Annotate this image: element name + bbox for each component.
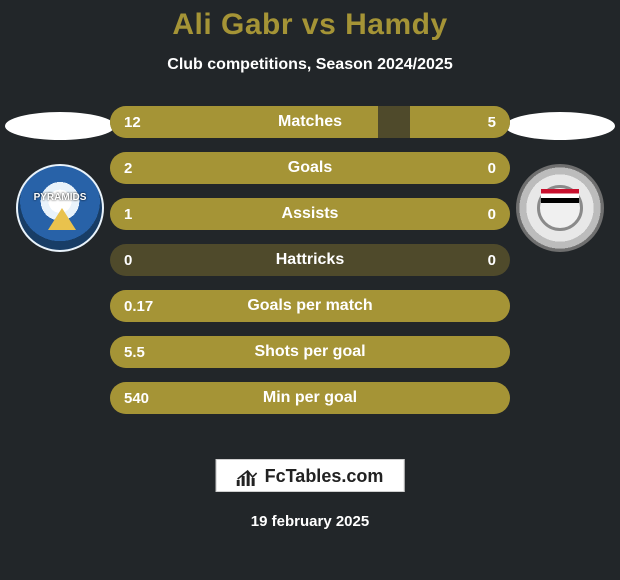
brand-chart-icon: [237, 468, 259, 486]
pyramids-badge-icon: [16, 164, 104, 252]
value-left: 0: [124, 244, 132, 276]
team-right: [500, 106, 620, 252]
bar-left: [110, 198, 510, 230]
stat-row: 10Assists: [110, 198, 510, 230]
value-right: 0: [488, 244, 496, 276]
page-title: Ali Gabr vs Hamdy: [0, 0, 620, 42]
bar-left: [110, 336, 510, 368]
stat-row: 125Matches: [110, 106, 510, 138]
footer-date: 19 february 2025: [0, 513, 620, 530]
stat-row: 5.5Shots per goal: [110, 336, 510, 368]
stat-row: 00Hattricks: [110, 244, 510, 276]
value-right: 0: [488, 198, 496, 230]
value-left: 0.17: [124, 290, 153, 322]
stat-bars: 125Matches20Goals10Assists00Hattricks0.1…: [110, 106, 510, 428]
value-left: 12: [124, 106, 141, 138]
value-left: 540: [124, 382, 149, 414]
stat-row: 540Min per goal: [110, 382, 510, 414]
value-right: 5: [488, 106, 496, 138]
plate-shadow-left: [5, 112, 115, 140]
team-left: [0, 106, 120, 252]
value-right: 0: [488, 152, 496, 184]
egypt-army-badge-icon: [516, 164, 604, 252]
bar-left: [110, 382, 510, 414]
brand-badge: FcTables.com: [216, 459, 405, 492]
bar-left: [110, 106, 378, 138]
bar-track: [110, 244, 510, 276]
comparison-body: 125Matches20Goals10Assists00Hattricks0.1…: [0, 106, 620, 426]
bar-left: [110, 152, 510, 184]
bar-left: [110, 290, 510, 322]
stat-row: 0.17Goals per match: [110, 290, 510, 322]
subtitle: Club competitions, Season 2024/2025: [0, 56, 620, 74]
value-left: 5.5: [124, 336, 145, 368]
value-left: 1: [124, 198, 132, 230]
value-left: 2: [124, 152, 132, 184]
stat-row: 20Goals: [110, 152, 510, 184]
plate-shadow-right: [505, 112, 615, 140]
comparison-card: Ali Gabr vs Hamdy Club competitions, Sea…: [0, 0, 620, 580]
brand-text: FcTables.com: [265, 466, 384, 487]
